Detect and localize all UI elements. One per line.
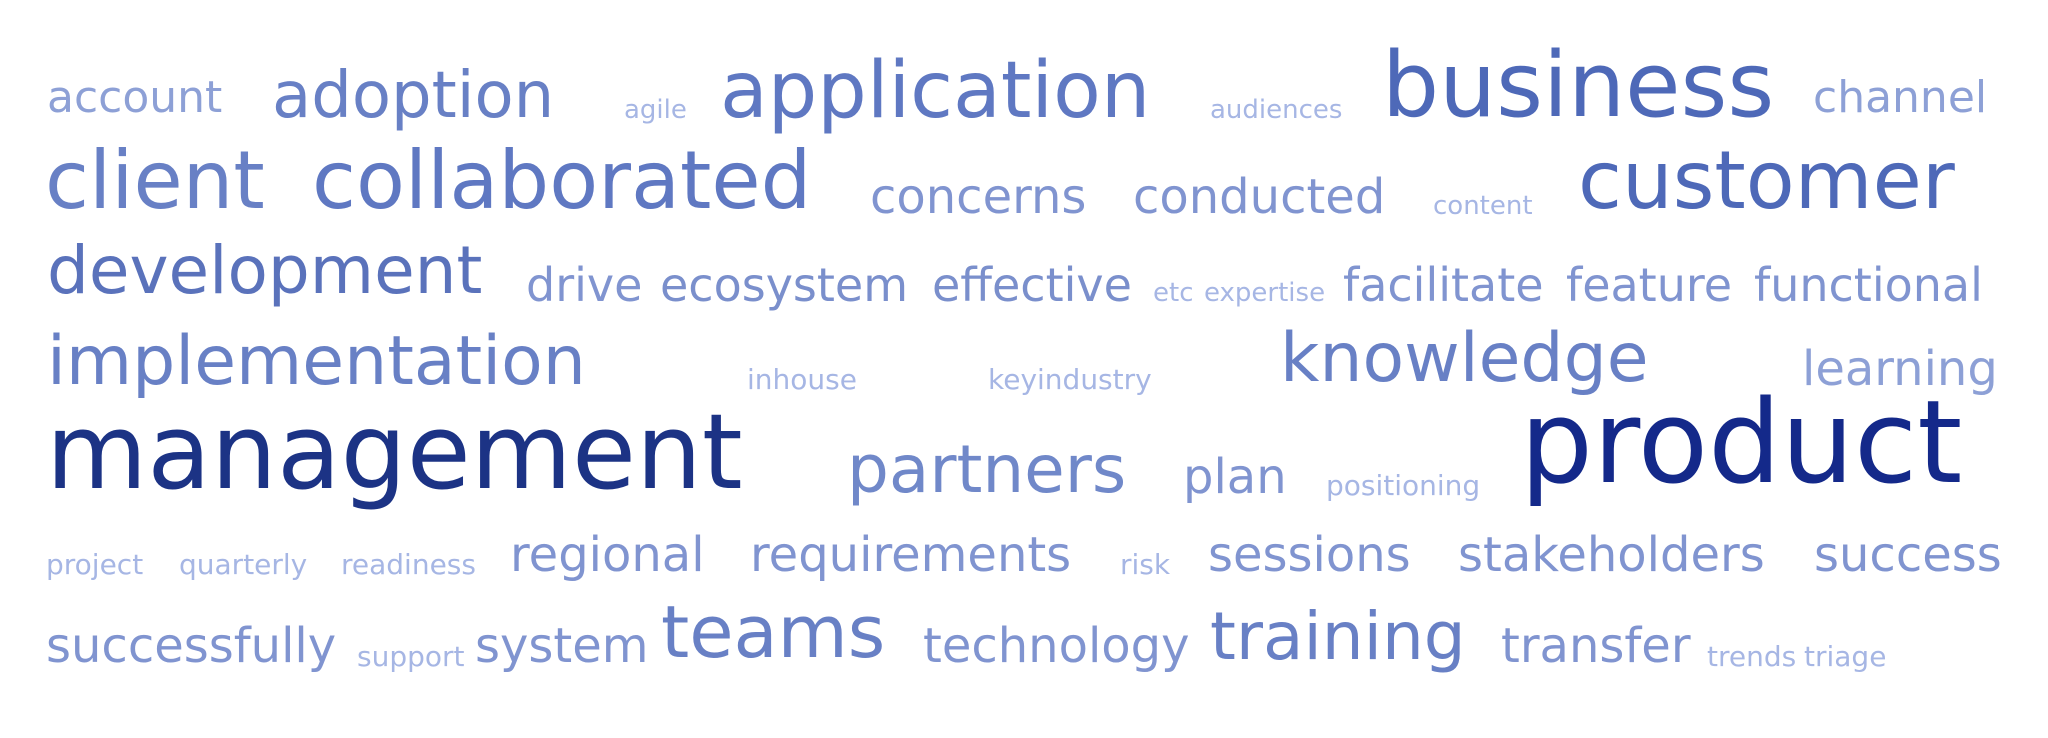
word-keyindustry: keyindustry: [988, 363, 1152, 396]
word-technology: technology: [923, 618, 1190, 674]
word-adoption: adoption: [272, 59, 555, 133]
word-training: training: [1210, 598, 1466, 675]
word-stakeholders: stakeholders: [1458, 527, 1765, 583]
word-content: content: [1433, 191, 1533, 221]
word-product: product: [1520, 376, 1963, 510]
word-inhouse: inhouse: [747, 363, 857, 396]
word-triage: triage: [1804, 640, 1887, 673]
word-transfer: transfer: [1501, 618, 1691, 674]
word-implementation: implementation: [47, 322, 586, 401]
word-positioning: positioning: [1326, 469, 1481, 502]
word-support: support: [357, 640, 465, 673]
word-plan: plan: [1183, 449, 1287, 505]
word-quarterly: quarterly: [179, 548, 308, 581]
word-business: business: [1382, 33, 1775, 138]
word-conducted: conducted: [1133, 169, 1386, 225]
word-feature: feature: [1566, 258, 1733, 312]
word-etc: etc: [1153, 278, 1194, 308]
word-channel: channel: [1813, 72, 1988, 123]
word-facilitate: facilitate: [1343, 258, 1544, 312]
word-expertise: expertise: [1204, 278, 1326, 308]
word-regional: regional: [510, 527, 705, 583]
word-collaborated: collaborated: [312, 134, 812, 227]
word-readiness: readiness: [341, 548, 476, 581]
word-ecosystem: ecosystem: [660, 258, 909, 312]
word-drive: drive: [526, 258, 643, 312]
word-management: management: [46, 391, 743, 513]
word-effective: effective: [932, 258, 1132, 312]
word-knowledge: knowledge: [1280, 319, 1649, 398]
word-successfully: successfully: [46, 618, 337, 674]
word-application: application: [720, 46, 1151, 136]
word-risk: risk: [1120, 548, 1171, 581]
word-account: account: [47, 72, 223, 123]
word-audiences: audiences: [1210, 95, 1343, 125]
word-sessions: sessions: [1208, 527, 1411, 583]
word-development: development: [47, 232, 483, 309]
word-learning: learning: [1802, 341, 1998, 397]
word-system: system: [475, 618, 649, 674]
word-client: client: [45, 134, 265, 227]
word-requirements: requirements: [750, 527, 1072, 583]
word-success: success: [1814, 527, 2002, 583]
word-agile: agile: [624, 95, 687, 125]
word-partners: partners: [847, 431, 1127, 508]
word-concerns: concerns: [870, 169, 1087, 225]
word-teams: teams: [661, 590, 886, 674]
word-customer: customer: [1578, 134, 1955, 227]
word-trends: trends: [1707, 640, 1797, 673]
word-functional: functional: [1754, 258, 1983, 312]
word-project: project: [46, 548, 144, 581]
